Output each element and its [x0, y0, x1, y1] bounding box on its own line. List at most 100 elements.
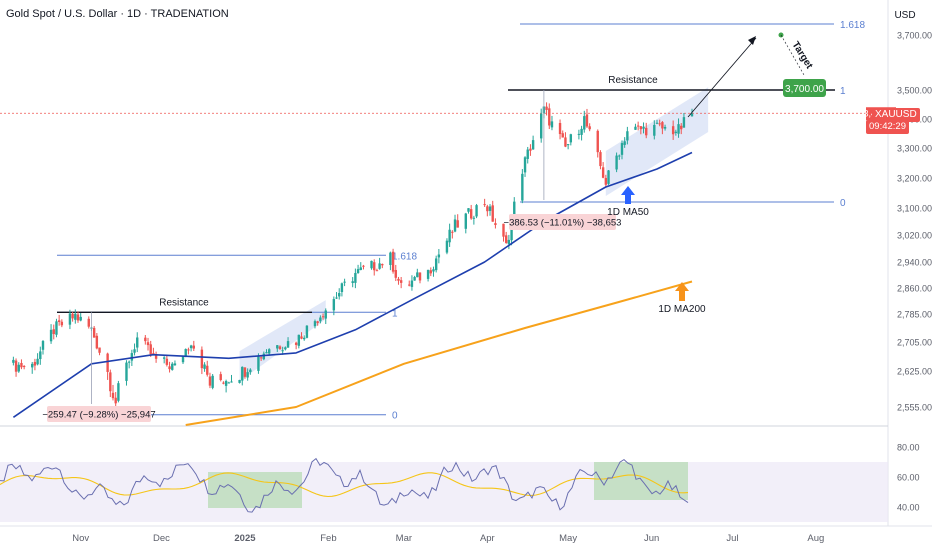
candle-body — [488, 206, 492, 211]
candle-body — [661, 122, 664, 129]
symbol-badge: XAUUSD — [872, 108, 920, 122]
rsi-tick-label: 80.00 — [897, 443, 920, 453]
candle-body — [168, 366, 171, 370]
left-fib-bottom-label: 0 — [392, 411, 398, 422]
candle-body — [381, 263, 384, 266]
left-fib-mid-label: 1 — [392, 308, 398, 319]
candle-body — [316, 321, 319, 323]
candle-body — [658, 123, 661, 125]
candle-body — [303, 337, 306, 340]
candle-body — [146, 342, 150, 346]
candle-body — [286, 341, 290, 348]
x-tick-label: Mar — [396, 533, 412, 544]
candle-body — [95, 335, 99, 349]
candle-body — [144, 337, 147, 342]
candle-body — [343, 281, 346, 283]
candle-body — [257, 355, 260, 371]
measure-right-box — [509, 214, 616, 230]
candle-body — [154, 354, 158, 359]
candle-body — [418, 272, 422, 281]
candle-body — [249, 369, 252, 373]
rising-channel-right — [605, 87, 709, 196]
candle-body — [475, 205, 478, 217]
candle-body — [634, 126, 637, 130]
candle-body — [550, 121, 554, 128]
candle-body — [276, 345, 279, 349]
candle-body — [432, 269, 435, 272]
target-price-label: 3,700.00 — [785, 84, 824, 95]
candle-body — [448, 229, 451, 243]
candle-body — [588, 126, 591, 130]
candle-body — [173, 363, 177, 366]
candle-body — [513, 201, 516, 218]
candle-body — [486, 206, 489, 212]
left-fib-top-label: 1.618 — [392, 251, 417, 262]
candle-body — [20, 362, 23, 368]
candle-body — [109, 372, 112, 392]
candle-body — [642, 126, 645, 129]
ma50-arrow-icon — [621, 186, 635, 204]
candle-body — [265, 352, 268, 354]
candle-body — [690, 113, 694, 117]
y-tick-label: 2,785.00 — [897, 310, 932, 320]
price-axis-bg — [888, 0, 932, 550]
candle-body — [680, 125, 683, 130]
candle-body — [39, 351, 42, 360]
candle-body — [243, 367, 247, 377]
candle-body — [338, 293, 341, 297]
candle-body — [300, 336, 303, 339]
candle-body — [599, 152, 602, 167]
candle-body — [294, 342, 298, 345]
candle-body — [52, 329, 55, 335]
candle-body — [133, 349, 136, 353]
candle-body — [548, 108, 551, 126]
candle-body — [49, 329, 53, 342]
candle-body — [389, 252, 392, 266]
candle-body — [224, 381, 228, 386]
candle-body — [394, 269, 397, 278]
candle-body — [601, 167, 605, 178]
candle-body — [604, 177, 608, 185]
y-tick-label: 2,940.00 — [897, 258, 932, 268]
rsi-line — [0, 457, 689, 513]
candle-body — [416, 272, 419, 278]
candle-body — [682, 117, 686, 128]
candle-body — [55, 321, 58, 335]
candle-body — [569, 134, 573, 143]
candle-body — [399, 280, 403, 283]
candle-body — [262, 353, 266, 360]
candle-body — [203, 364, 206, 369]
candle-body — [663, 126, 667, 129]
candle-body — [332, 299, 336, 311]
target-price-box — [783, 79, 826, 97]
candle-body — [529, 148, 532, 151]
candle-body — [76, 314, 80, 321]
candle-body — [615, 155, 618, 170]
candle-body — [238, 379, 241, 383]
currency-label: USD — [894, 10, 915, 21]
candle-body — [79, 316, 82, 321]
candle-body — [187, 349, 190, 351]
candle-body — [451, 231, 454, 233]
x-tick-label: Dec — [153, 533, 170, 544]
candle-body — [494, 223, 497, 225]
y-tick-label: 2,860.00 — [897, 284, 932, 294]
candle-body — [165, 358, 169, 365]
candle-body — [98, 347, 101, 353]
ma200-line — [185, 280, 693, 426]
x-tick-label: Jul — [726, 533, 738, 544]
candle-body — [580, 128, 583, 135]
candle-body — [566, 144, 570, 146]
candle-body — [359, 267, 362, 271]
countdown-badge: 09:42:29 — [866, 120, 909, 134]
candle-body — [464, 213, 467, 229]
candle-body — [211, 375, 214, 388]
candle-body — [653, 124, 656, 136]
rsi-tick-label: 40.00 — [897, 503, 920, 513]
y-tick-label: 2,705.00 — [897, 338, 932, 348]
candle-body — [626, 131, 629, 141]
candle-body — [483, 204, 486, 206]
right-fib-top-label: 1.618 — [840, 20, 865, 31]
x-tick-label: Jun — [644, 533, 659, 544]
